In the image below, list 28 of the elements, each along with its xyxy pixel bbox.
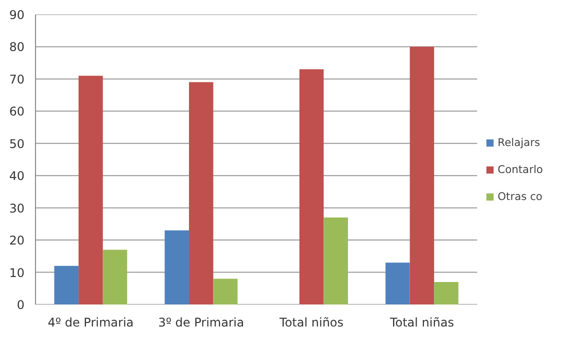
bar xyxy=(299,69,324,304)
bar xyxy=(386,262,410,304)
y-tick-label: 30 xyxy=(9,201,25,216)
bar xyxy=(324,218,348,304)
bar xyxy=(78,76,103,304)
y-tick-label: 90 xyxy=(9,8,25,22)
bar xyxy=(213,278,238,304)
bar xyxy=(54,266,79,304)
legend-label: Relajars xyxy=(498,136,540,148)
bar xyxy=(164,230,189,304)
y-tick-label: 80 xyxy=(9,40,25,54)
legend-label: Contarlo xyxy=(498,162,543,176)
y-tick-label: 40 xyxy=(9,169,25,184)
x-tick-label: Total niñas xyxy=(388,316,454,330)
bar xyxy=(188,82,214,304)
y-tick-label: 70 xyxy=(9,72,25,86)
y-tick-label: 20 xyxy=(9,234,25,248)
x-tick-label: Total niños xyxy=(278,316,344,330)
y-tick-label: 60 xyxy=(9,104,25,119)
legend-label: Otras co xyxy=(498,190,542,202)
bar xyxy=(410,46,434,304)
bar xyxy=(102,250,128,304)
bar xyxy=(434,282,458,304)
y-tick-label: 50 xyxy=(9,136,25,151)
y-tick-label: 10 xyxy=(9,266,25,280)
x-tick-label: 4º de Primaria xyxy=(48,316,134,330)
y-tick-label: 0 xyxy=(16,298,25,312)
x-tick-label: 3º de Primaria xyxy=(158,316,244,330)
